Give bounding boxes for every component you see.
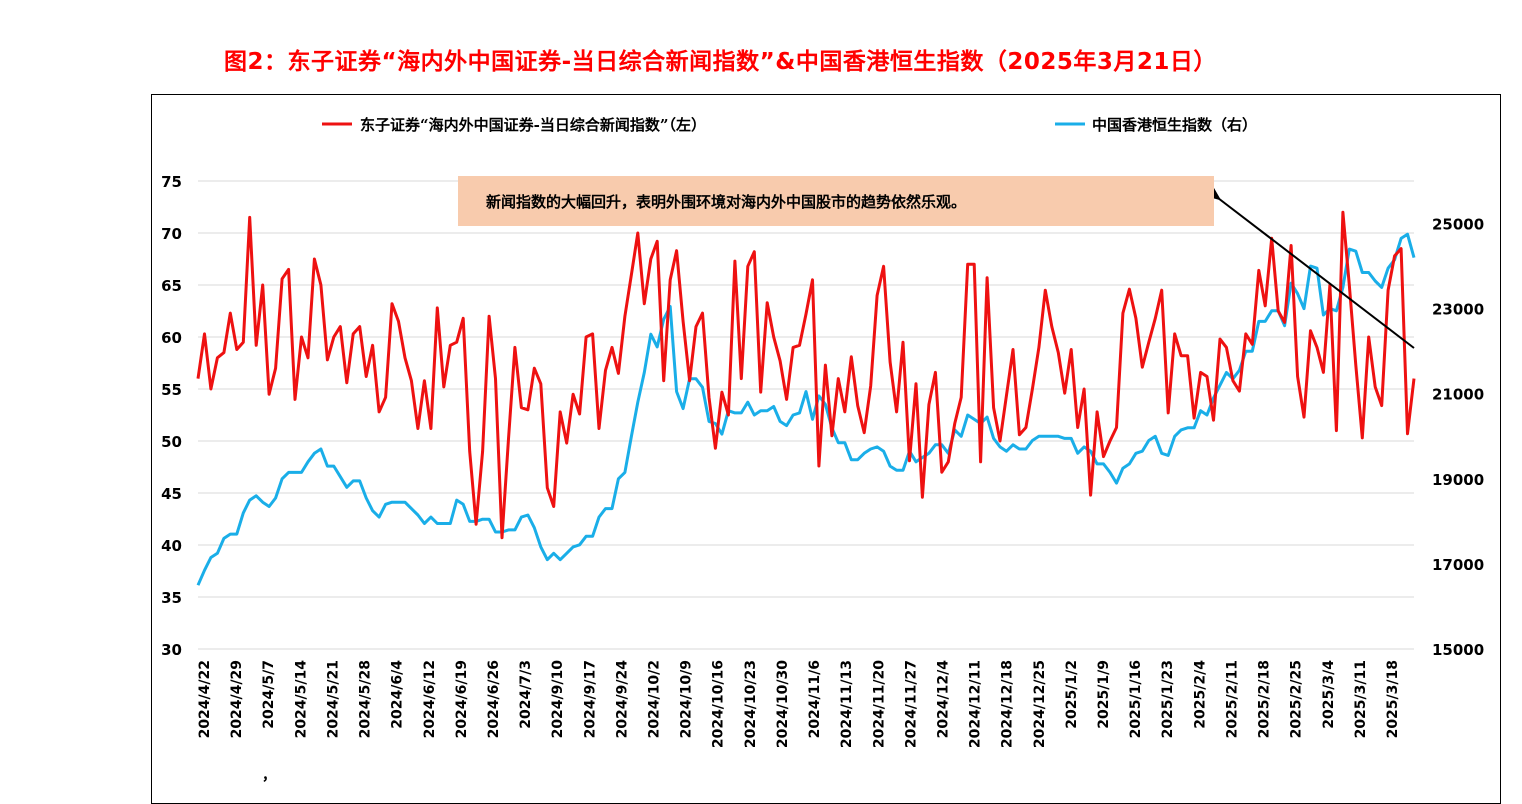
left-tick-label: 75 <box>161 173 182 191</box>
x-tick-label: 2024/11/20 <box>871 660 887 748</box>
news-index-series-line <box>196 210 1416 540</box>
annotation-text: 新闻指数的大幅回升，表明外围环境对海内外中国股市的趋势依然乐观。 <box>486 192 967 211</box>
x-tick-label: 2025/2/4 <box>1192 660 1208 729</box>
x-tick-label: 2024/12/25 <box>1032 660 1048 748</box>
x-tick-label: 2025/3/4 <box>1321 660 1337 729</box>
right-tick-label: 17000 <box>1432 556 1484 574</box>
right-tick-label: 21000 <box>1432 386 1484 404</box>
annotation-arrow <box>1196 177 1415 349</box>
x-tick-label: 2025/3/11 <box>1353 660 1369 738</box>
left-tick-label: 40 <box>161 537 182 555</box>
x-tick-label: 2024/9/24 <box>614 660 630 739</box>
x-tick-label: 2024/11/6 <box>807 660 823 738</box>
x-tick-label: 2024/5/7 <box>261 660 277 729</box>
x-tick-label: 2025/1/16 <box>1128 660 1144 738</box>
x-axis-ticks: 2024/4/22 2024/4/29 2024/5/7 2024/5/14 2024/… <box>197 660 1401 748</box>
left-axis-ticks: 30 35 40 45 50 55 60 65 70 75 <box>161 173 182 659</box>
left-tick-label: 35 <box>161 589 182 607</box>
right-tick-label: 23000 <box>1432 301 1484 319</box>
left-tick-label: 30 <box>161 641 182 659</box>
x-tick-label: 2024/6/4 <box>390 660 406 729</box>
x-tick-label: 2024/12/4 <box>935 660 951 739</box>
left-tick-label: 45 <box>161 485 182 503</box>
x-tick-label: 2024/10/2 <box>647 660 663 738</box>
left-tick-label: 50 <box>161 433 182 451</box>
x-tick-label: 2024/5/14 <box>293 660 309 739</box>
x-tick-label: 2024/11/27 <box>903 660 919 748</box>
stray-comma-mark: ， <box>262 768 276 784</box>
x-tick-label: 2025/1/9 <box>1096 660 1112 729</box>
x-tick-label: 2024/12/18 <box>1000 660 1016 748</box>
annotation-box: 新闻指数的大幅回升，表明外围环境对海内外中国股市的趋势依然乐观。 <box>458 176 1214 226</box>
x-tick-label: 2024/4/29 <box>229 660 245 738</box>
figure-title: 图2：东子证券“海内外中国证券-当日综合新闻指数”&中国香港恒生指数（2025年… <box>224 49 1217 75</box>
legend-label-news: 东子证券“海内外中国证券-当日综合新闻指数”（左） <box>360 116 706 134</box>
x-tick-label: 2025/2/25 <box>1289 660 1305 738</box>
x-tick-label: 2024/9/10 <box>550 660 566 739</box>
x-tick-label: 2024/10/30 <box>775 660 791 748</box>
x-tick-label: 2025/1/23 <box>1160 660 1176 738</box>
gridlines <box>198 180 1414 650</box>
x-tick-label: 2025/2/18 <box>1257 660 1273 738</box>
legend-label-hsi: 中国香港恒生指数（右） <box>1092 116 1257 134</box>
x-tick-label: 2024/10/9 <box>679 660 695 738</box>
right-tick-label: 15000 <box>1432 641 1484 659</box>
left-tick-label: 60 <box>161 329 182 347</box>
right-tick-label: 25000 <box>1432 216 1484 234</box>
left-tick-label: 65 <box>161 277 182 295</box>
right-axis-ticks: 15000 17000 19000 21000 23000 25000 <box>1432 216 1484 659</box>
x-tick-label: 2024/9/17 <box>582 660 598 738</box>
x-tick-label: 2024/5/28 <box>358 660 374 738</box>
x-tick-label: 2024/5/21 <box>325 660 341 738</box>
x-tick-label: 2024/10/16 <box>711 660 727 748</box>
x-tick-label: 2025/3/18 <box>1385 660 1401 738</box>
right-tick-label: 19000 <box>1432 471 1484 489</box>
x-tick-label: 2024/10/23 <box>743 660 759 748</box>
x-tick-label: 2024/6/19 <box>454 660 470 738</box>
x-tick-label: 2024/6/26 <box>486 660 502 738</box>
x-tick-label: 2025/1/2 <box>1064 660 1080 729</box>
x-tick-label: 2024/6/12 <box>422 660 438 738</box>
x-tick-label: 2024/7/3 <box>518 660 534 729</box>
x-tick-label: 2025/2/11 <box>1224 660 1240 738</box>
left-tick-label: 70 <box>161 225 182 243</box>
x-tick-label: 2024/4/22 <box>197 660 213 738</box>
x-tick-label: 2024/11/13 <box>839 660 855 748</box>
left-tick-label: 55 <box>161 381 182 399</box>
x-tick-label: 2024/12/11 <box>968 660 984 748</box>
